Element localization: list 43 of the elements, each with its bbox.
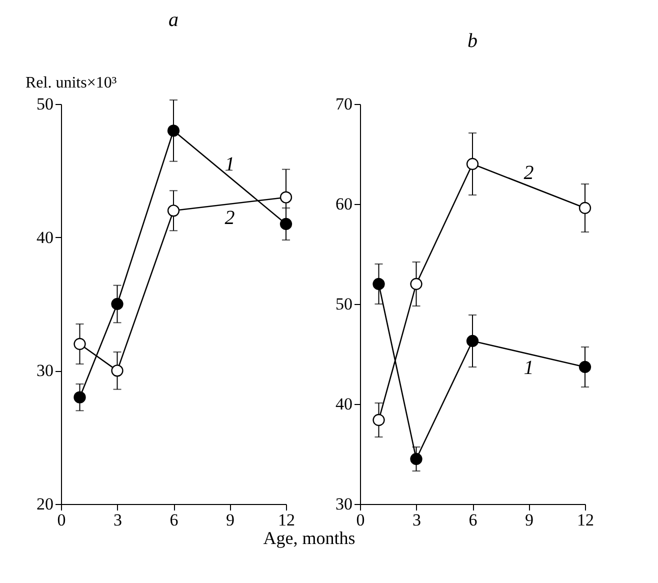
point [111, 364, 124, 377]
x-tick-label: 0 [356, 510, 365, 530]
point [280, 191, 292, 204]
chart-title: b [468, 30, 478, 52]
point [578, 360, 592, 374]
point [280, 218, 292, 230]
chart-title: a [168, 9, 178, 31]
point [466, 334, 479, 348]
point [372, 414, 385, 426]
x-tick-label: 3 [412, 510, 421, 530]
x-axis-title: Age, months [263, 528, 356, 548]
point [578, 202, 592, 214]
point [410, 452, 422, 466]
y-tick-label: 30 [36, 361, 54, 380]
series-label: 2 [224, 207, 235, 229]
y-tick-label: 50 [36, 94, 54, 114]
y-tick-label: 70 [336, 94, 352, 114]
point [466, 158, 479, 170]
x-tick-label: 9 [525, 510, 534, 530]
x-tick-label: 12 [577, 510, 594, 530]
y-axis-title: Rel. units×10³ [26, 74, 117, 92]
point [74, 338, 86, 350]
point [167, 204, 180, 217]
series-label: 1 [524, 357, 534, 379]
x-tick-label: 3 [114, 510, 122, 530]
y-tick-label: 30 [336, 494, 352, 514]
y-tick-label: 40 [336, 394, 352, 414]
x-tick-label: 0 [57, 510, 66, 530]
y-tick-label: 50 [336, 294, 352, 314]
point [74, 391, 86, 404]
series-label: 1 [224, 153, 235, 176]
series-label: 2 [524, 162, 534, 184]
point [372, 278, 385, 290]
x-tick-label: 12 [278, 510, 295, 530]
x-tick-label: 9 [226, 510, 234, 530]
point [410, 278, 422, 290]
point [167, 124, 180, 137]
point [111, 298, 124, 310]
x-tick-label: 6 [468, 510, 478, 530]
y-tick-label: 40 [36, 228, 54, 247]
y-tick-label: 60 [336, 194, 352, 214]
y-tick-label: 20 [36, 494, 54, 514]
x-tick-label: 6 [170, 510, 178, 530]
